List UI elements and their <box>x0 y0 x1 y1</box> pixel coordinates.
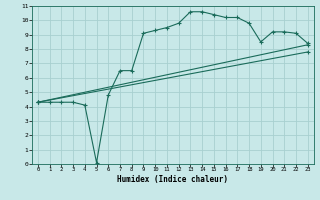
X-axis label: Humidex (Indice chaleur): Humidex (Indice chaleur) <box>117 175 228 184</box>
